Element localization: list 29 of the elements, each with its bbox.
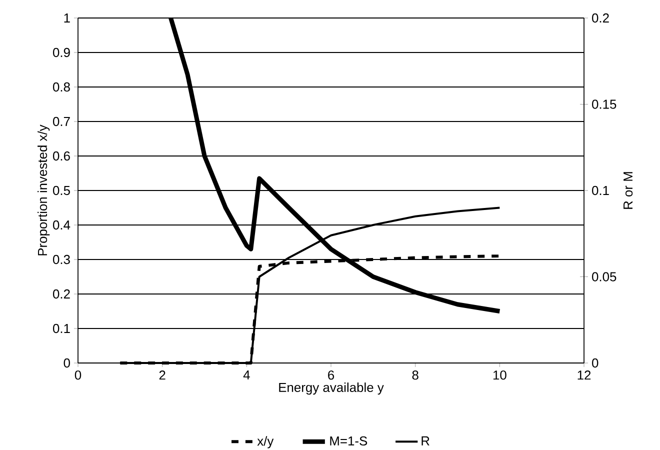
y-tick-label: 0.9 <box>52 48 70 58</box>
y-tick-label: 0.7 <box>52 116 70 126</box>
y2-tick-label: 0.1 <box>592 186 609 196</box>
y-tick-label: 0.6 <box>52 151 70 161</box>
x-tick-label: 0 <box>74 370 82 380</box>
x-tick-label: 10 <box>493 370 506 380</box>
y-tick-label: 0.1 <box>52 324 70 334</box>
legend-label: R <box>422 436 430 446</box>
y2-tick-label: 0.05 <box>592 272 616 282</box>
x-tick-label: 12 <box>578 370 591 380</box>
y-tick-label: 1 <box>64 14 70 22</box>
y-tick-label: 0.8 <box>52 82 70 92</box>
y-axis-title: Proportion invested x/y <box>38 124 50 256</box>
y-tick-label: 0 <box>64 358 70 368</box>
x-tick-label: 2 <box>159 370 166 380</box>
x-tick-label: 6 <box>328 370 334 380</box>
y2-axis-title: R or M <box>624 172 633 209</box>
y2-tick-label: 0 <box>592 358 598 368</box>
y2-tick-label: 0.15 <box>592 100 616 109</box>
x-tick-label: 4 <box>243 370 250 380</box>
y-tick-label: 0.3 <box>52 254 70 264</box>
legend-label: x/y <box>257 436 274 448</box>
legend-label: M=1-S <box>330 436 368 446</box>
y-tick-label: 0.2 <box>52 289 70 299</box>
y2-tick-label: 0.2 <box>592 13 609 23</box>
x-tick-label: 8 <box>412 370 418 380</box>
y-tick-label: 0.5 <box>52 186 70 196</box>
y-tick-label: 0.4 <box>52 220 70 230</box>
x-axis-title: Energy available y <box>279 382 384 395</box>
